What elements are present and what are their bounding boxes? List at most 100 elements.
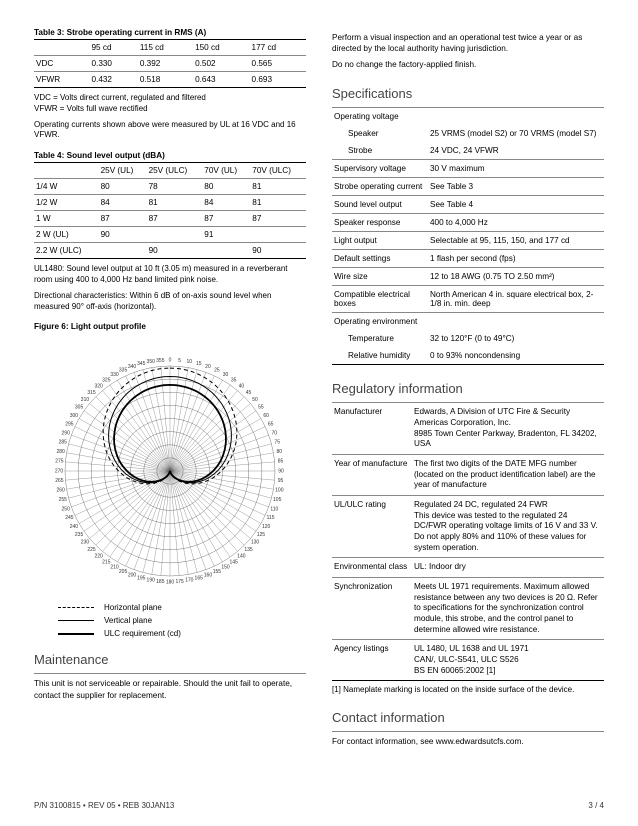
th: 70V (UL)	[202, 163, 250, 179]
th: 25V (ULC)	[147, 163, 203, 179]
table3-note1: VDC = Volts direct current, regulated an…	[34, 93, 306, 115]
cell: 80	[202, 179, 250, 195]
svg-text:230: 230	[81, 540, 90, 546]
svg-text:350: 350	[147, 359, 156, 365]
reg-footnote: [1] Nameplate marking is located on the …	[332, 685, 604, 694]
svg-text:15: 15	[196, 361, 202, 367]
svg-text:100: 100	[275, 488, 284, 494]
svg-text:225: 225	[87, 547, 96, 553]
cell: 87	[99, 211, 147, 227]
contact-p: For contact information, see www.edwards…	[332, 736, 604, 747]
svg-text:20: 20	[205, 364, 211, 370]
svg-text:140: 140	[237, 554, 246, 560]
svg-text:55: 55	[258, 405, 264, 411]
svg-text:270: 270	[55, 469, 64, 475]
specs-title: Specifications	[332, 86, 604, 101]
page-footer: P/N 3100815 • REV 05 • REB 30JAN13 3 / 4	[34, 801, 604, 810]
cell: 80	[99, 179, 147, 195]
svg-text:60: 60	[263, 413, 269, 419]
cell	[250, 227, 306, 243]
svg-text:25: 25	[214, 368, 220, 374]
svg-text:120: 120	[262, 524, 271, 530]
cell: 81	[250, 179, 306, 195]
svg-text:105: 105	[273, 497, 282, 503]
th: 177 cd	[250, 40, 306, 56]
svg-text:330: 330	[110, 373, 119, 379]
svg-text:325: 325	[102, 378, 111, 384]
cell: 0.330	[89, 56, 137, 72]
left-column: Table 3: Strobe operating current in RMS…	[34, 28, 306, 752]
svg-text:110: 110	[270, 507, 278, 513]
cell: VFWR	[34, 72, 89, 88]
cell: 0.693	[250, 72, 306, 88]
svg-text:145: 145	[229, 560, 238, 566]
cell: 87	[202, 211, 250, 227]
cell: 87	[250, 211, 306, 227]
contact-title: Contact information	[332, 710, 604, 725]
svg-text:285: 285	[59, 440, 68, 446]
cell	[202, 243, 250, 259]
cell: VDC	[34, 56, 89, 72]
table3-note3: Operating currents shown above were meas…	[34, 120, 306, 142]
th: 70V (ULC)	[250, 163, 306, 179]
svg-text:355: 355	[156, 358, 165, 364]
table3: 95 cd 115 cd 150 cd 177 cd VDC0.3300.392…	[34, 40, 306, 88]
cell: 87	[147, 211, 203, 227]
svg-text:280: 280	[57, 449, 66, 455]
svg-text:195: 195	[137, 576, 146, 582]
svg-text:125: 125	[257, 532, 266, 538]
svg-text:345: 345	[137, 361, 146, 367]
svg-text:70: 70	[272, 431, 278, 437]
cell: 90	[147, 243, 203, 259]
svg-text:205: 205	[119, 569, 128, 575]
svg-text:240: 240	[70, 524, 79, 530]
cell: 81	[250, 195, 306, 211]
cell: 1/2 W	[34, 195, 99, 211]
footer-left: P/N 3100815 • REV 05 • REB 30JAN13	[34, 801, 174, 810]
cell	[147, 227, 203, 243]
svg-text:260: 260	[57, 488, 66, 494]
footer-right: 3 / 4	[588, 801, 604, 810]
th	[34, 40, 89, 56]
cell: 84	[202, 195, 250, 211]
th: 95 cd	[89, 40, 137, 56]
svg-text:320: 320	[94, 384, 103, 390]
cell: 84	[99, 195, 147, 211]
maintenance-p1: This unit is not serviceable or repairab…	[34, 678, 306, 701]
maintenance-title: Maintenance	[34, 652, 306, 667]
cell: 0.643	[193, 72, 249, 88]
cell: 0.518	[138, 72, 193, 88]
specs-table: Operating voltageSpeaker25 VRMS (model S…	[332, 108, 604, 365]
svg-text:65: 65	[268, 422, 274, 428]
table4-note1: UL1480: Sound level output at 10 ft (3.0…	[34, 264, 306, 286]
cell: 78	[147, 179, 203, 195]
th: 115 cd	[138, 40, 193, 56]
cell: 2 W (UL)	[34, 227, 99, 243]
svg-text:235: 235	[75, 532, 84, 538]
svg-text:40: 40	[239, 384, 245, 390]
cell: 0.502	[193, 56, 249, 72]
cell: 0.565	[250, 56, 306, 72]
polar-chart: 0510152025303540455055606570758085909510…	[34, 337, 306, 599]
svg-text:295: 295	[65, 422, 74, 428]
svg-text:300: 300	[70, 413, 79, 419]
svg-text:30: 30	[223, 373, 229, 379]
svg-text:175: 175	[176, 579, 185, 585]
svg-text:200: 200	[128, 573, 137, 579]
table3-title: Table 3: Strobe operating current in RMS…	[34, 28, 306, 40]
svg-text:165: 165	[195, 576, 204, 582]
svg-text:215: 215	[102, 560, 111, 566]
svg-text:210: 210	[110, 565, 119, 571]
svg-text:135: 135	[244, 547, 253, 553]
svg-text:50: 50	[252, 397, 258, 403]
svg-text:335: 335	[119, 368, 128, 374]
svg-text:85: 85	[278, 459, 284, 465]
figure6-title: Figure 6: Light output profile	[34, 322, 306, 331]
svg-text:95: 95	[278, 478, 284, 484]
svg-text:0: 0	[169, 358, 172, 364]
svg-text:155: 155	[213, 569, 222, 575]
cell: 1/4 W	[34, 179, 99, 195]
intro-p1: Perform a visual inspection and an opera…	[332, 32, 604, 55]
cell: 2.2 W (ULC)	[34, 243, 99, 259]
svg-text:80: 80	[277, 449, 283, 455]
